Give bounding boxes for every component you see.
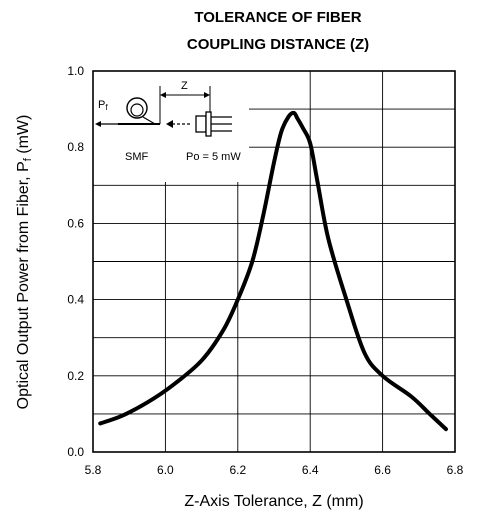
inset-smf-label: SMF	[125, 151, 149, 163]
series-line	[98, 110, 448, 432]
x-tick-label: 5.8	[85, 463, 102, 477]
inset-fiber-loop-outer	[126, 97, 148, 119]
inset-laser-flange	[205, 111, 212, 137]
x-tick-label: 6.0	[157, 463, 174, 477]
x-axis-label: Z-Axis Tolerance, Z (mm)	[184, 493, 363, 510]
y-tick-label: 0.8	[67, 140, 84, 154]
series-group	[98, 110, 448, 432]
y-axis-label-suffix: (mW)	[15, 115, 32, 159]
y-tick-label: 1.0	[67, 64, 84, 78]
y-axis-label-sub: f	[22, 157, 34, 161]
inset-fiber-tail	[142, 116, 156, 125]
inset-fiber-loop-inner	[130, 103, 144, 117]
inset-laser-cap	[195, 115, 207, 133]
chart-title-line1: TOLERANCE OF FIBER	[194, 9, 361, 26]
inset-z-label: Z	[181, 80, 188, 92]
x-tick-label: 6.8	[447, 463, 464, 477]
chart-title-line2: COUPLING DISTANCE (Z)	[187, 36, 369, 53]
inset-output-arrowhead	[95, 121, 101, 127]
y-tick-label: 0.0	[67, 445, 84, 459]
inset-po-label: Po = 5 mW	[186, 151, 241, 163]
inset-pf-prefix: P	[98, 99, 105, 111]
y-axis-label: Optical Output Power from Fiber, Pf (mW)	[15, 115, 34, 410]
x-tick-label: 6.2	[229, 463, 246, 477]
plot-frame	[92, 70, 456, 453]
y-tick-label: 0.2	[67, 369, 84, 383]
inset-z-arrow-right	[204, 92, 210, 98]
x-tick-label: 6.4	[302, 463, 319, 477]
coupling-diagram-inset: Pf SMF Z Po = 5 mW	[93, 71, 249, 182]
inset-input-arrowhead	[166, 120, 173, 128]
y-tick-label: 0.4	[67, 293, 84, 307]
y-tick-label: 0.6	[67, 216, 84, 230]
x-tick-label: 6.6	[374, 463, 391, 477]
inset-pf-sub: f	[105, 103, 108, 112]
inset-pf-label: Pf	[98, 99, 108, 112]
y-tick-labels: 0.0 0.2 0.4 0.6 0.8 1.0	[67, 64, 84, 459]
inset-z-arrow-left	[160, 92, 166, 98]
y-axis-label-prefix: Optical Output Power from Fiber, P	[15, 161, 32, 409]
x-tick-labels: 5.8 6.0 6.2 6.4 6.6 6.8	[85, 463, 464, 477]
